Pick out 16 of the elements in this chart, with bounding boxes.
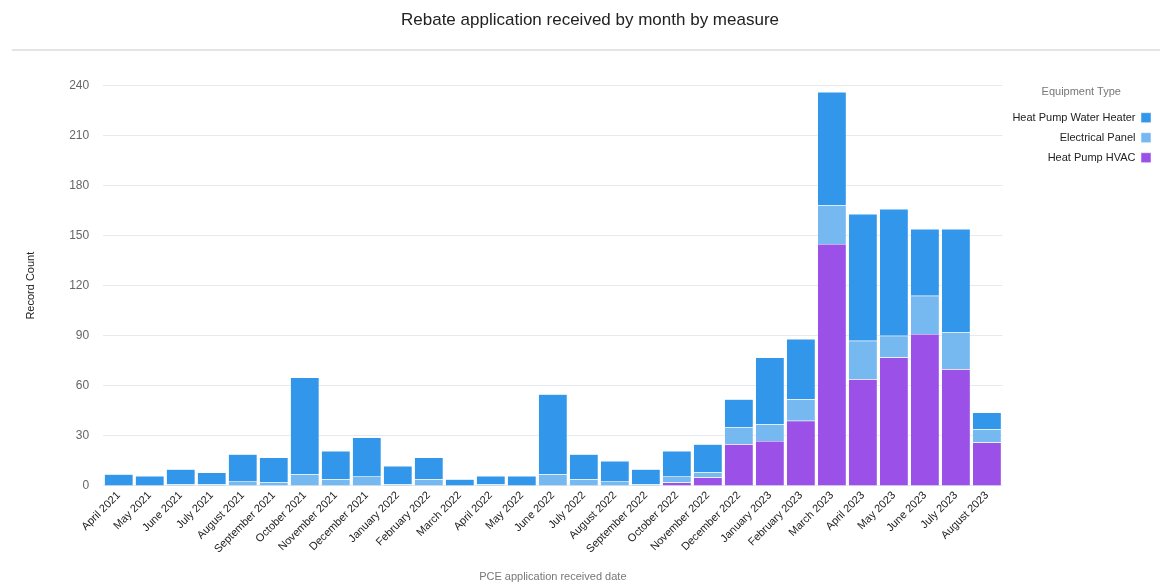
x-axis-title: PCE application received date (479, 570, 627, 583)
y-tick-label: 0 (82, 478, 90, 493)
y-tick-label: 150 (69, 227, 90, 242)
y-tick-label: 180 (69, 177, 90, 192)
y-axis-title: Record Count (23, 251, 36, 320)
y-tick-label: 240 (69, 77, 90, 92)
chart-title: Rebate application received by month by measure (401, 9, 779, 29)
legend-label: Heat Pump Water Heater (1012, 110, 1136, 123)
y-tick-label: 120 (69, 277, 90, 292)
y-tick-label: 210 (69, 127, 90, 142)
legend-title: Equipment Type (1041, 84, 1121, 97)
legend-label: Electrical Panel (1059, 130, 1136, 143)
y-tick-label: 90 (75, 328, 90, 343)
legend-label: Heat Pump HVAC (1047, 150, 1136, 163)
y-tick-label: 60 (75, 378, 90, 393)
y-tick-label: 30 (75, 428, 90, 443)
